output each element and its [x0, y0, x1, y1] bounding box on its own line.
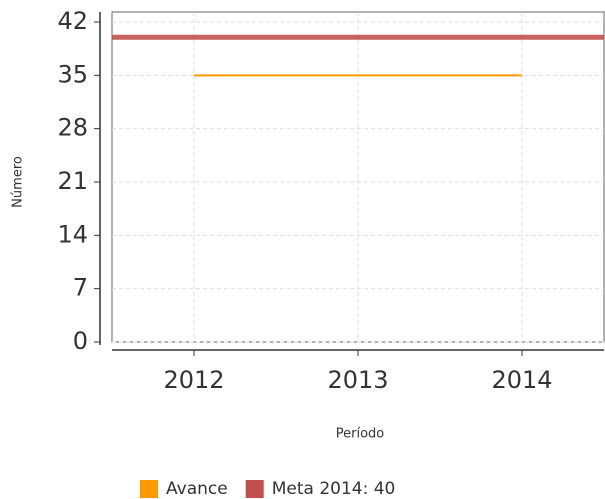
legend-label: Avance — [166, 479, 228, 499]
y-tick-label: 0 — [73, 327, 88, 355]
legend-swatch — [140, 480, 158, 498]
y-tick-label: 35 — [57, 60, 88, 88]
y-tick-label: 42 — [57, 7, 88, 35]
x-tick-label: 2014 — [491, 366, 552, 394]
y-tick-label: 14 — [57, 220, 88, 248]
x-tick-label: 2013 — [327, 366, 388, 394]
x-axis-label: Período — [336, 427, 385, 442]
y-tick-label: 28 — [57, 114, 88, 142]
y-tick-label: 7 — [73, 274, 88, 302]
legend-swatch — [245, 480, 264, 498]
legend-label: Meta 2014: 40 — [272, 479, 396, 499]
y-tick-label: 21 — [57, 167, 88, 195]
x-tick-label: 2012 — [163, 366, 224, 394]
y-axis-label: Número — [11, 156, 26, 208]
